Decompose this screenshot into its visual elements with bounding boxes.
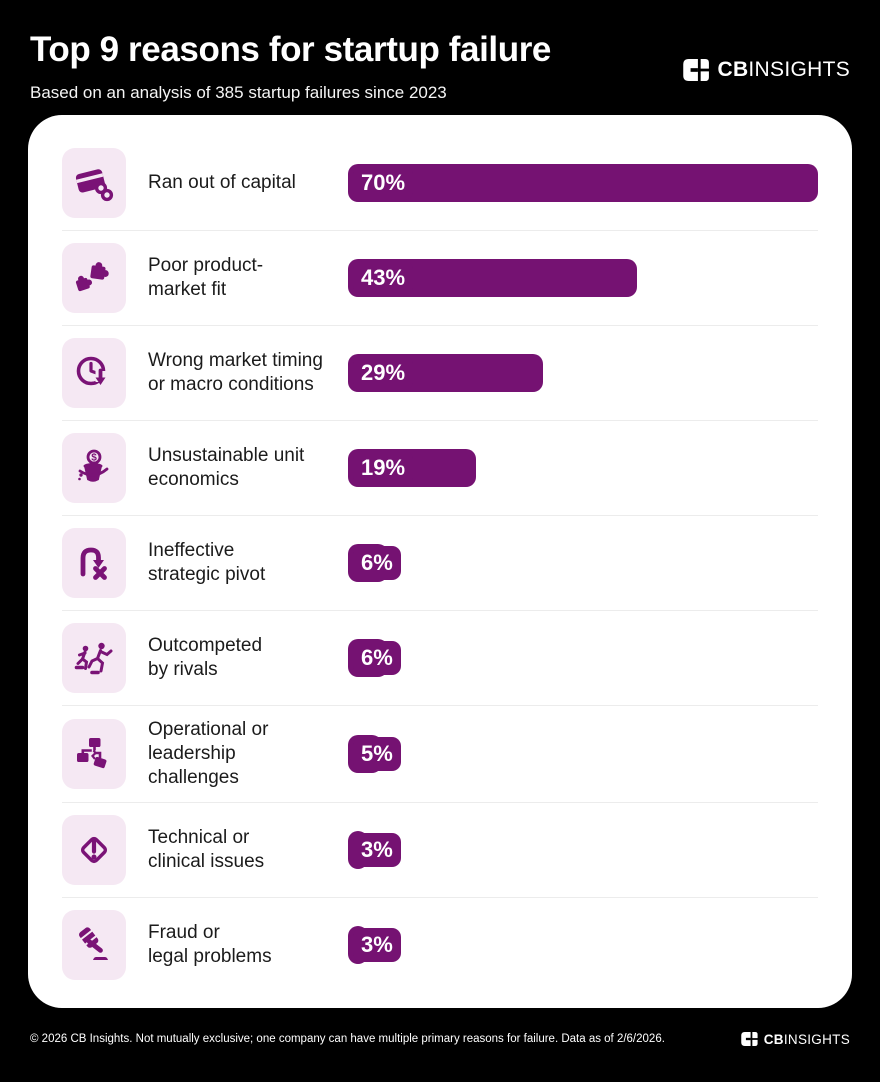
reason-icon-box	[62, 338, 126, 408]
bar-track: 5%	[348, 735, 818, 773]
pivot-arrow-x-icon	[72, 541, 116, 585]
value-label: 19%	[353, 451, 414, 485]
reason-icon-box	[62, 147, 126, 218]
bar-track: 29%	[348, 354, 818, 392]
page-subtitle: Based on an analysis of 385 startup fail…	[30, 83, 447, 102]
cbinsights-logo-text: CBINSIGHTS	[717, 58, 850, 81]
value-label: 3%	[353, 928, 401, 962]
racing-rivals-icon	[72, 636, 116, 680]
value-bar: 6%	[348, 544, 401, 582]
reason-row: Technical or clinical issues 3%	[62, 802, 818, 897]
reason-label: Poor product-market fit	[148, 255, 264, 300]
value-label: 6%	[353, 546, 401, 580]
value-label: 6%	[353, 641, 401, 675]
chart-card: Ran out of capital 70% Poor product-mark…	[28, 115, 852, 1008]
reason-label: Ran out of capital	[148, 171, 296, 193]
value-label: 70%	[353, 165, 414, 200]
gavel-icon	[72, 923, 116, 967]
reason-row: Fraud or legal problems 3%	[62, 897, 818, 992]
reason-label: Unsustainable unit economics	[148, 445, 305, 490]
value-bar: 43%	[348, 259, 637, 297]
page-title: Top 9 reasons for startup failure	[30, 30, 551, 69]
reason-row: $ Unsustainable unit economics 19%	[62, 420, 818, 515]
reason-icon-box	[62, 243, 126, 313]
puzzle-pieces-icon	[72, 256, 116, 300]
reasons-list: Ran out of capital 70% Poor product-mark…	[62, 135, 818, 992]
footer-note: © 2026 CB Insights. Not mutually exclusi…	[30, 1033, 665, 1045]
bar-track: 3%	[348, 926, 818, 964]
reason-row: Ineffective strategic pivot 6%	[62, 515, 818, 610]
bar-track: 43%	[348, 259, 818, 297]
header-text: Top 9 reasons for startup failure Based …	[30, 30, 551, 103]
value-label: 5%	[353, 737, 401, 771]
reason-row: Poor product-market fit 43%	[62, 230, 818, 325]
reason-label: Ineffective strategic pivot	[148, 540, 266, 585]
value-bar: 70%	[348, 163, 818, 202]
reason-row: Ran out of capital 70%	[62, 135, 818, 230]
value-bar: 29%	[348, 354, 543, 392]
svg-text:$: $	[91, 453, 97, 464]
reason-row: Outcompeted by rivals 6%	[62, 610, 818, 705]
bar-track: 6%	[348, 639, 818, 677]
broken-org-chart-icon	[72, 732, 116, 776]
reason-icon-box	[62, 719, 126, 789]
value-label: 29%	[353, 356, 414, 390]
value-bar: 3%	[348, 926, 401, 964]
diamond-alert-icon	[72, 828, 116, 872]
reason-icon-box	[62, 815, 126, 885]
reason-icon-box	[62, 528, 126, 598]
reason-icon-box	[62, 910, 126, 980]
footer: © 2026 CB Insights. Not mutually exclusi…	[0, 1008, 880, 1070]
clock-down-arrow-icon	[72, 351, 116, 395]
value-bar: 19%	[348, 449, 476, 487]
footer-cbinsights-logo-text: CBINSIGHTS	[763, 1031, 850, 1047]
value-label: 3%	[353, 833, 401, 867]
reason-row: Operational or leadership challenges 5%	[62, 705, 818, 802]
bar-track: 70%	[348, 163, 818, 202]
credit-card-coins-icon	[72, 161, 116, 205]
reason-icon-box: $	[62, 433, 126, 503]
value-bar: 5%	[348, 735, 401, 773]
bar-track: 6%	[348, 544, 818, 582]
leaky-bucket-dollar-icon: $	[72, 446, 116, 490]
reason-row: Wrong market timing or macro conditions 2…	[62, 325, 818, 420]
reason-label: Wrong market timing or macro conditions	[148, 350, 323, 395]
header: Top 9 reasons for startup failure Based …	[0, 0, 880, 103]
reason-icon-box	[62, 623, 126, 693]
reason-label: Technical or clinical issues	[148, 827, 265, 872]
cbinsights-logo: CBINSIGHTS	[683, 58, 850, 82]
value-bar: 6%	[348, 639, 401, 677]
reason-label: Operational or leadership challenges	[148, 719, 269, 788]
value-label: 43%	[353, 261, 414, 295]
reason-label: Fraud or legal problems	[148, 922, 272, 967]
cbinsights-logo-icon	[683, 59, 710, 81]
value-bar: 3%	[348, 831, 401, 869]
bar-track: 3%	[348, 831, 818, 869]
bar-track: 19%	[348, 449, 818, 487]
footer-cbinsights-logo: CBINSIGHTS	[740, 1031, 850, 1047]
footer-cbinsights-logo-icon	[740, 1032, 758, 1046]
reason-label: Outcompeted by rivals	[148, 635, 263, 680]
